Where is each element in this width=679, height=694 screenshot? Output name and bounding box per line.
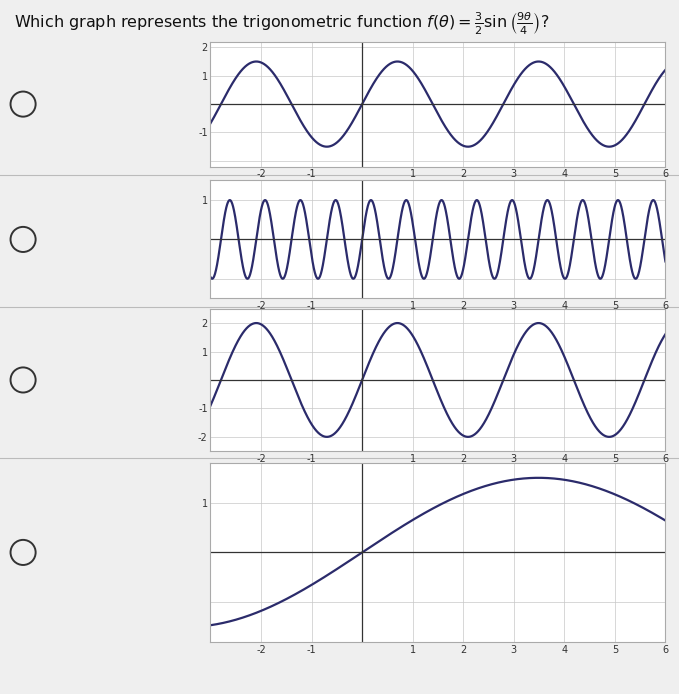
- Text: Which graph represents the trigonometric function $f(\theta) = \frac{3}{2}\sin\l: Which graph represents the trigonometric…: [14, 10, 549, 36]
